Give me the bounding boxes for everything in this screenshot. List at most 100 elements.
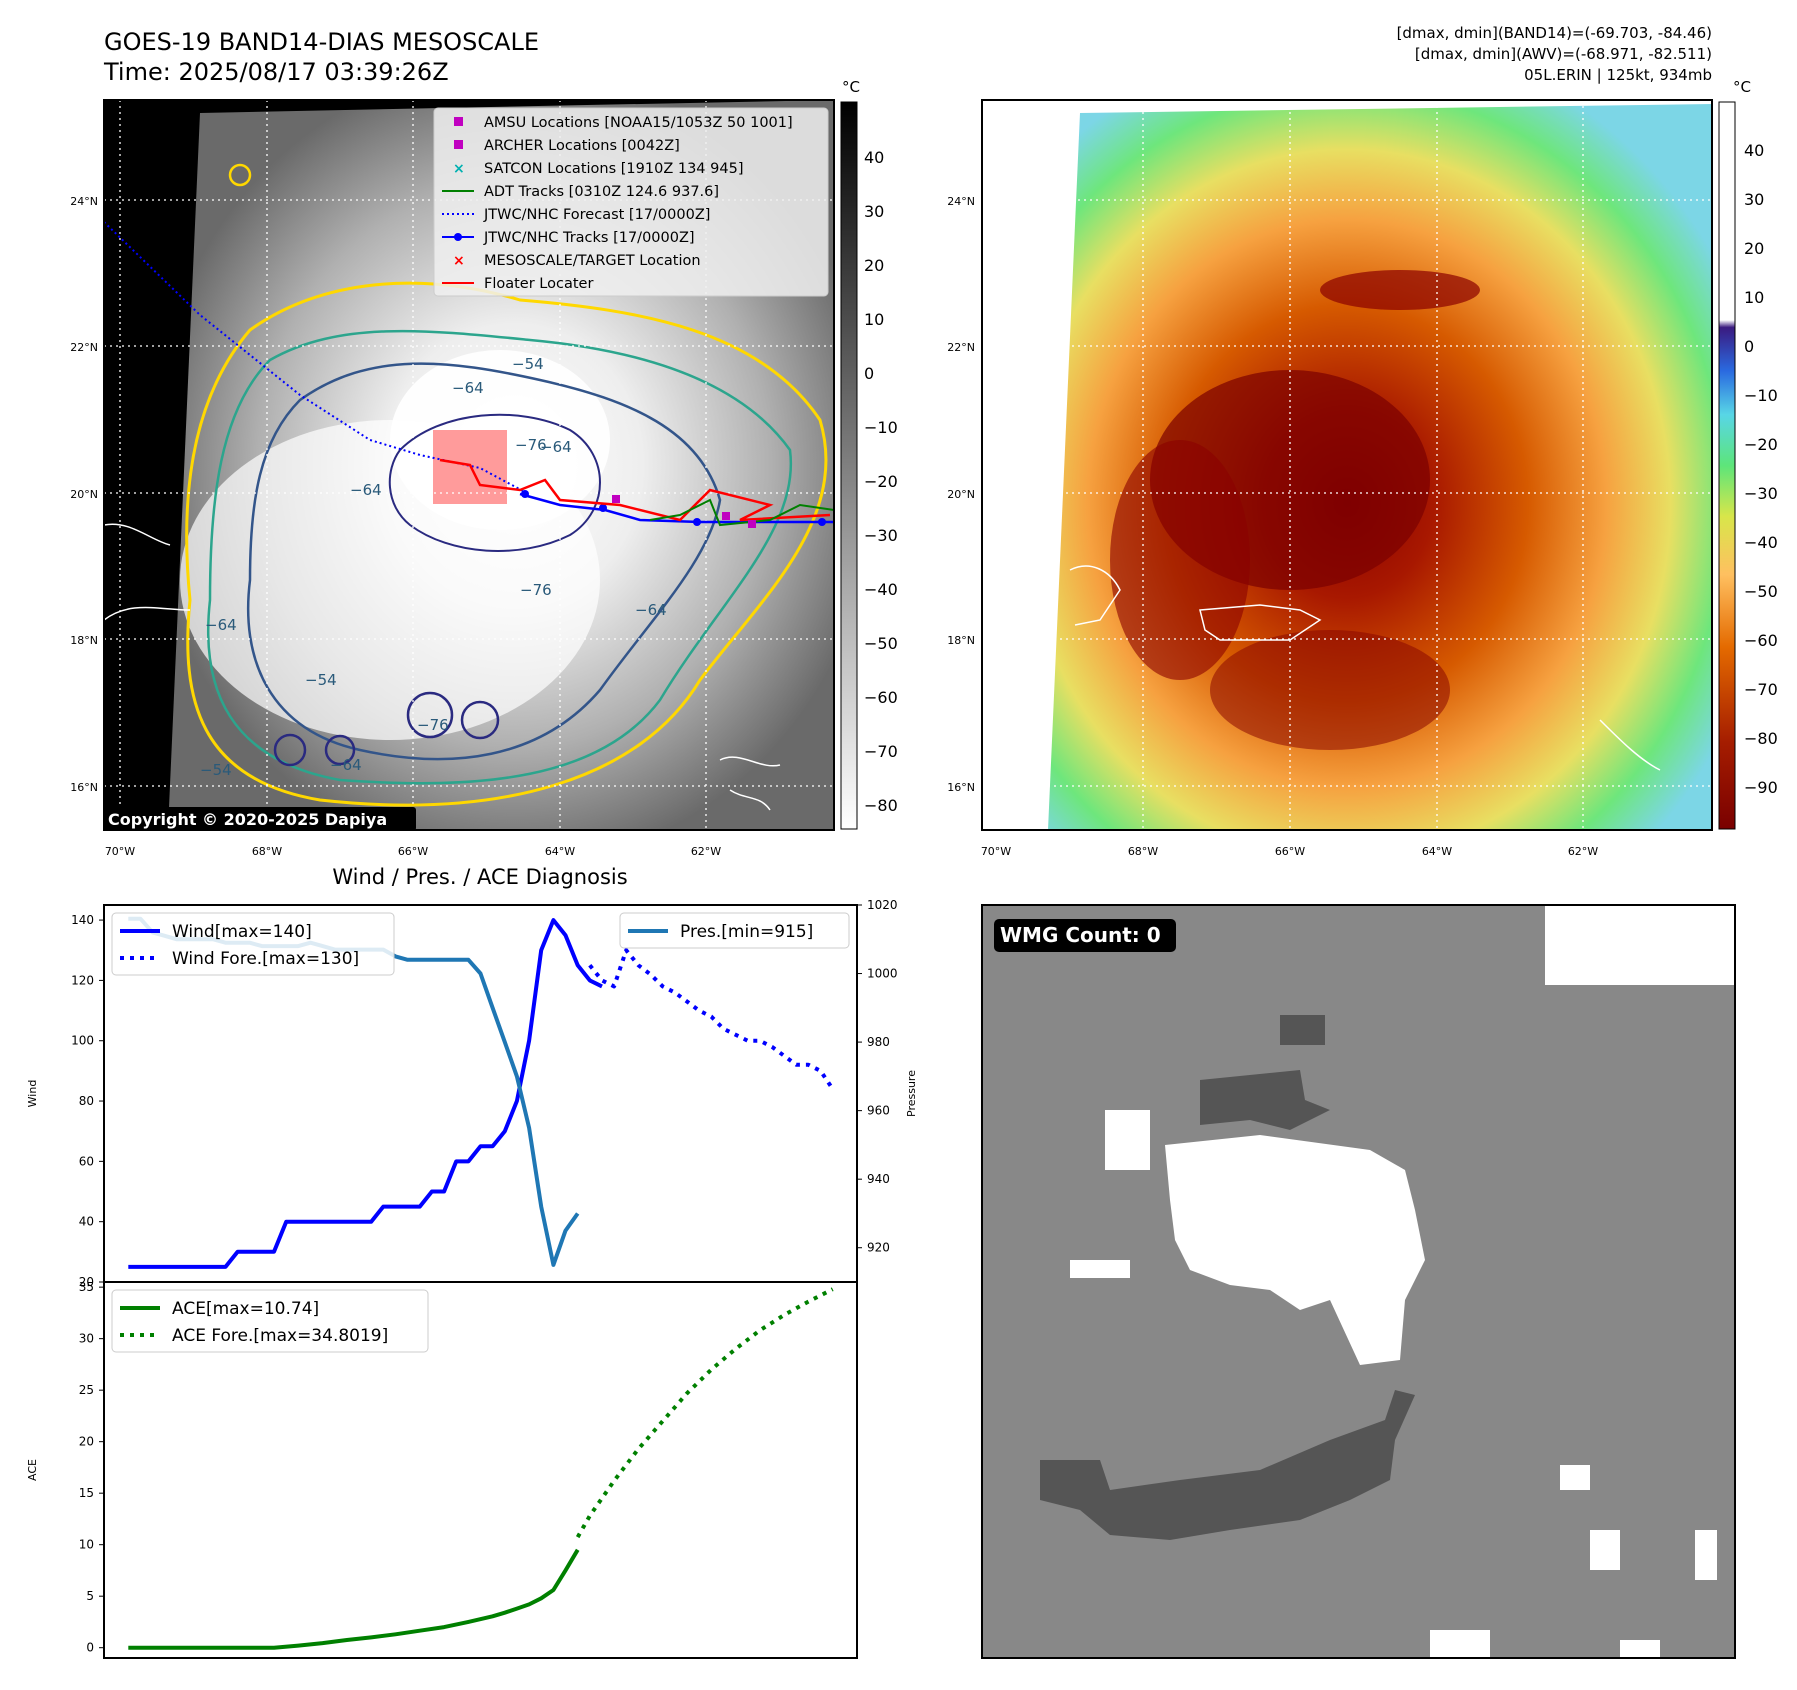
y-tick-label: 5: [86, 1589, 94, 1603]
wmg-image: [982, 905, 1735, 1658]
legend-label: ACE Fore.[max=34.8019]: [172, 1326, 388, 1346]
wmg-count-box: [994, 919, 1176, 952]
lon-label: 66°W: [1275, 845, 1305, 858]
contour-labels: −64 −54 −64 −64 −54 −76 −64 −76 −64 −54 …: [200, 355, 667, 779]
tr-cb-tick: 40: [1744, 141, 1764, 160]
legend-label: ARCHER Locations [0042Z]: [484, 138, 680, 154]
contour-label: −64: [452, 379, 484, 397]
ace-chart: 0 5 10 15 20 25 30 35 ACE ACE[max=10.74] ACE Fore.…: [26, 1280, 858, 1659]
contour-label: −64: [205, 616, 237, 634]
lat-label: 16°N: [70, 781, 98, 794]
tr-cb-tick: −60: [1744, 631, 1778, 650]
tl-cb-tick: −80: [864, 796, 898, 815]
tl-colorbar: [840, 101, 858, 830]
y-tick-label: 10: [79, 1538, 94, 1552]
tr-header-line3: 05L.ERIN | 125kt, 934mb: [1524, 66, 1712, 84]
lon-label: 70°W: [105, 845, 135, 858]
legend-label: Wind[max=140]: [172, 922, 312, 942]
lat-label: 18°N: [947, 634, 975, 647]
chart-title: Wind / Pres. / ACE Diagnosis: [332, 865, 627, 889]
legend-label: JTWC/NHC Forecast [17/0000Z]: [483, 207, 710, 223]
legend-label: Floater Locater: [484, 276, 593, 292]
contour-label: −76: [520, 581, 552, 599]
copyright: Copyright © 2020-2025 Dapiya: [108, 810, 387, 829]
lat-label: 20°N: [70, 488, 98, 501]
rainbow-ir-image: [982, 100, 1712, 830]
lon-label: 62°W: [691, 845, 721, 858]
y-tick-label: 25: [79, 1383, 94, 1397]
legend-label: SATCON Locations [1910Z 134 945]: [484, 161, 743, 177]
series-line: [575, 1287, 834, 1539]
copyright-box: [104, 807, 416, 831]
y-tick-label: 0: [86, 1641, 94, 1655]
tl-frame: [103, 99, 835, 831]
y-tick-label: 100: [71, 1034, 94, 1048]
contour-label: −54: [200, 761, 232, 779]
contour-label: −76: [417, 716, 449, 734]
y2-axis-label: Pressure: [905, 1070, 918, 1117]
tl-colorbar-unit: °C: [842, 78, 860, 96]
tr-colorbar: [1718, 101, 1736, 830]
tl-cb-tick: 10: [864, 310, 884, 329]
legend-label: Pres.[min=915]: [680, 922, 813, 942]
tr-cb-tick: 20: [1744, 239, 1764, 258]
contour-label: −54: [512, 355, 544, 373]
lat-label: 20°N: [947, 488, 975, 501]
tl-cb-tick: −30: [864, 526, 898, 545]
tr-header-line2: [dmax, dmin](AWV)=(-68.971, -82.511): [1415, 45, 1712, 63]
lat-label: 22°N: [947, 341, 975, 354]
legend-label: MESOSCALE/TARGET Location: [484, 253, 701, 269]
lon-label: 70°W: [981, 845, 1011, 858]
y-axis-label: Wind: [26, 1080, 39, 1108]
lat-label: 16°N: [947, 781, 975, 794]
y2-tick-label: 1020: [867, 898, 898, 912]
tr-cb-tick: −40: [1744, 533, 1778, 552]
lat-label: 22°N: [70, 341, 98, 354]
y-tick-label: 35: [79, 1280, 94, 1294]
tl-cb-tick: −70: [864, 742, 898, 761]
y-tick-label: 30: [79, 1332, 94, 1346]
tr-header-line1: [dmax, dmin](BAND14)=(-69.703, -84.46): [1397, 24, 1712, 42]
lon-label: 68°W: [1128, 845, 1158, 858]
contour-label: −64: [540, 438, 572, 456]
tl-cb-tick: 30: [864, 202, 884, 221]
tr-cb-tick: −50: [1744, 582, 1778, 601]
y2-tick-label: 980: [867, 1035, 890, 1049]
lon-label: 68°W: [252, 845, 282, 858]
contour-label: −64: [330, 756, 362, 774]
y-tick-label: 60: [79, 1154, 94, 1168]
legend-label: ACE[max=10.74]: [172, 1299, 319, 1319]
y-axis-label: ACE: [26, 1459, 39, 1481]
y-tick-label: 20: [79, 1275, 94, 1289]
lon-label: 66°W: [398, 845, 428, 858]
br-frame: [981, 904, 1736, 1659]
y-tick-label: 20: [79, 1435, 94, 1449]
legend-label: Wind Fore.[max=130]: [172, 949, 359, 969]
legend-label: ADT Tracks [0310Z 124.6 937.6]: [484, 184, 719, 200]
tr-cb-tick: −10: [1744, 386, 1778, 405]
amsu-marker-icon: [454, 117, 463, 126]
lon-label: 62°W: [1568, 845, 1598, 858]
legend-label: AMSU Locations [NOAA15/1053Z 50 1001]: [484, 115, 793, 131]
tl-cb-tick: −20: [864, 472, 898, 491]
y2-tick-label: 1000: [867, 967, 898, 981]
lat-label: 24°N: [947, 195, 975, 208]
wmg-count-label: WMG Count: 0: [1000, 923, 1161, 947]
lon-label: 64°W: [1422, 845, 1452, 858]
contour-label: −64: [350, 481, 382, 499]
tl-cb-tick: −60: [864, 688, 898, 707]
y-tick-label: 15: [79, 1486, 94, 1500]
satcon-x-icon: ×: [453, 161, 465, 177]
tl-title-line1: GOES-19 BAND14-DIAS MESOSCALE: [104, 28, 539, 56]
contour-label: −76: [515, 436, 547, 454]
lat-label: 24°N: [70, 195, 98, 208]
tl-cb-tick: 20: [864, 256, 884, 275]
series-line: [128, 918, 603, 1269]
tr-cb-tick: −30: [1744, 484, 1778, 503]
tr-cb-tick: −90: [1744, 778, 1778, 797]
tr-cb-tick: 30: [1744, 190, 1764, 209]
tl-title-line2: Time: 2025/08/17 03:39:26Z: [103, 58, 449, 86]
y2-tick-label: 940: [867, 1172, 890, 1186]
archer-marker-icon: [454, 140, 463, 149]
y-tick-label: 120: [71, 973, 94, 987]
